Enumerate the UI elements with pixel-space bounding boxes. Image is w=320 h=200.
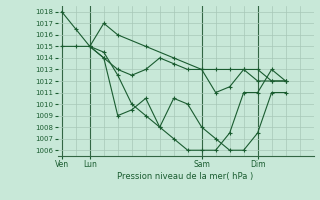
X-axis label: Pression niveau de la mer( hPa ): Pression niveau de la mer( hPa )	[117, 172, 254, 181]
